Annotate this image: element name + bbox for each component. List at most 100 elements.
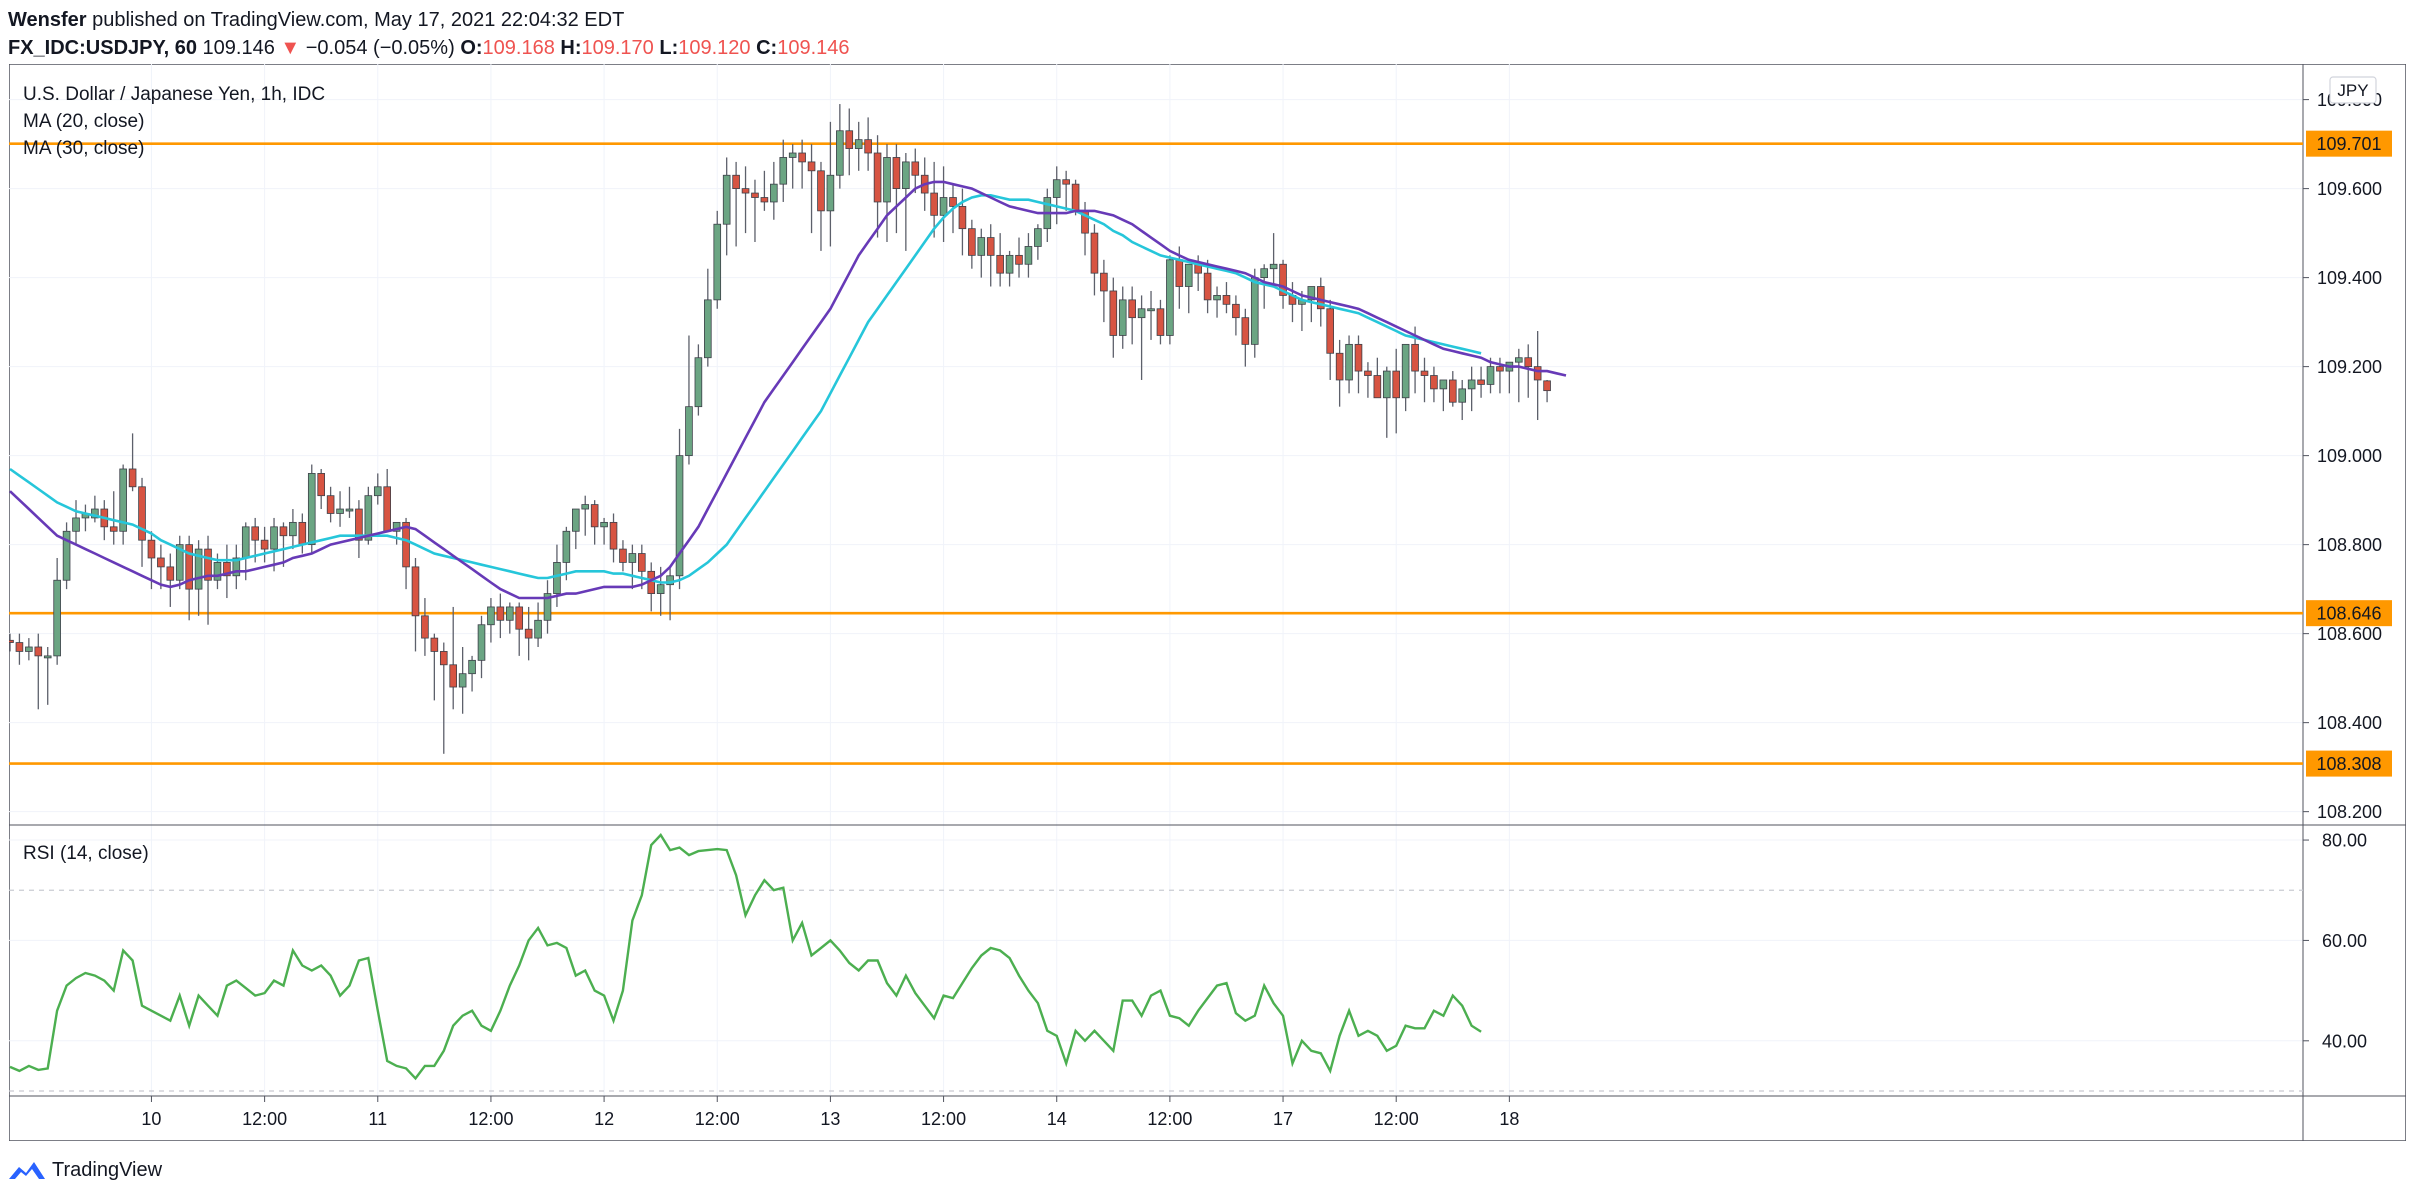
price-change: −0.054 (−0.05%) [305, 37, 455, 59]
candle-body [128, 468, 137, 488]
candle-body [609, 521, 618, 550]
candle [1241, 308, 1250, 367]
candle [883, 144, 891, 243]
candle [1515, 348, 1523, 403]
candle [1439, 379, 1448, 412]
candle [1458, 379, 1467, 421]
candle-body [845, 130, 854, 149]
time-tick-label: 13 [820, 1109, 840, 1129]
candle-body [355, 508, 363, 541]
tradingview-footer[interactable]: TradingView [8, 1155, 162, 1185]
candle-body [902, 161, 910, 190]
candle [15, 633, 24, 665]
candle-body [62, 530, 71, 581]
candle [270, 517, 278, 572]
candle [798, 139, 806, 189]
author-name[interactable]: Wensfer [8, 9, 87, 31]
candle [1062, 170, 1070, 211]
price-tick-label: 109.200 [2317, 357, 2382, 377]
candle-body [1203, 272, 1212, 301]
last-price: 109.146 [202, 37, 275, 59]
candle [72, 500, 80, 545]
candle-body [694, 357, 703, 408]
candle [1232, 295, 1240, 336]
candle-body [194, 548, 203, 590]
candle [1034, 224, 1042, 260]
rsi-tick-label: 60.00 [2322, 931, 2367, 951]
candle [779, 139, 788, 202]
price-tick-label: 109.400 [2317, 268, 2382, 288]
candle-body [477, 624, 486, 661]
rsi-line [9, 833, 1482, 1081]
candle-body [1373, 375, 1382, 399]
candle [279, 522, 288, 567]
candle [1524, 344, 1533, 398]
candle [572, 508, 580, 550]
candle-body [1128, 299, 1136, 319]
candle-body [722, 174, 731, 225]
candle-body [383, 486, 391, 532]
time-tick-label: 12:00 [695, 1109, 740, 1129]
candle-body [1118, 299, 1127, 336]
candle [1373, 357, 1382, 399]
candle-body [138, 486, 146, 541]
candle-body [402, 521, 410, 568]
price-tick-label: 108.200 [2317, 802, 2382, 822]
candle [619, 540, 627, 572]
candle-body [986, 237, 995, 256]
candle [1147, 290, 1155, 340]
candle [392, 521, 401, 545]
candle [1005, 250, 1014, 287]
candle [1543, 379, 1551, 403]
candle-body [289, 521, 297, 537]
candle-body [1382, 370, 1391, 399]
candle [939, 166, 948, 243]
legend-ma20: MA (20, close) [23, 111, 144, 132]
published-text: published on TradingView.com, May 17, 20… [92, 9, 625, 31]
candlestick-series [9, 104, 1551, 754]
candle-body [1147, 308, 1155, 312]
rsi-band-lines [9, 889, 2303, 1092]
candle [807, 144, 816, 234]
candle [732, 161, 740, 247]
candle [53, 557, 61, 665]
candle [496, 593, 505, 639]
candle-body [807, 161, 816, 172]
candle-body [1477, 379, 1485, 385]
candle-body [241, 526, 250, 559]
chart-canvas[interactable]: 109.800109.600109.400109.200109.000108.8… [9, 64, 2406, 1141]
candle [826, 121, 835, 247]
time-axis-ticks[interactable]: 10 12:00 11 12:00 12 12:00 13 12:00 14 12:00 17 12:… [141, 1096, 1519, 1129]
candle-body [392, 521, 401, 532]
candle-body [251, 526, 259, 541]
close-label: C: [756, 37, 778, 59]
currency-badge[interactable]: JPY [2329, 76, 2377, 104]
level-badge-text: 108.308 [2316, 754, 2381, 774]
candle [524, 606, 533, 661]
candle-body [741, 188, 750, 194]
horizontal-levels[interactable] [9, 142, 2303, 765]
candle-body [883, 157, 891, 203]
ma20-line [9, 180, 1567, 600]
candle [694, 344, 703, 416]
candle-body [1515, 357, 1523, 363]
candle [1052, 166, 1061, 225]
currency-label: JPY [2337, 81, 2368, 100]
candle-body [204, 548, 212, 581]
candle-body [1307, 286, 1316, 301]
candle [345, 486, 354, 518]
price-tick-label: 108.800 [2317, 535, 2382, 555]
candle [1486, 357, 1495, 394]
candle [307, 464, 316, 554]
candle-body [1430, 375, 1438, 390]
candle [986, 224, 995, 287]
candle [1326, 299, 1335, 380]
candle [411, 557, 420, 652]
price-tick-label: 109.600 [2317, 179, 2382, 199]
candle-body [1486, 366, 1495, 385]
candle [260, 526, 269, 563]
candle [166, 553, 175, 607]
change-arrow-icon: ▼ [280, 37, 301, 59]
open-label: O: [460, 37, 483, 59]
candle [977, 228, 986, 278]
